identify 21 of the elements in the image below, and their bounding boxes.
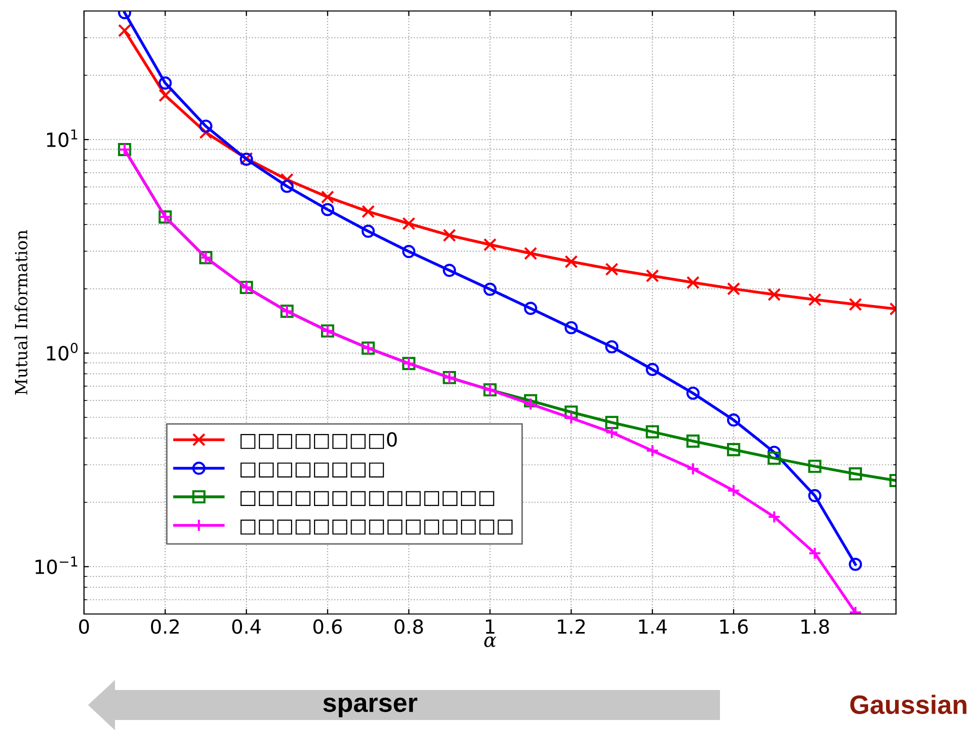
- x-tick-label: 0.6: [313, 619, 342, 634]
- legend-label: □□□□□□□□: [240, 462, 384, 478]
- x-tick-label: 0: [79, 619, 89, 634]
- y-tick-label: 10$^{1}$: [47, 129, 78, 148]
- x-tick-label: 1: [486, 619, 494, 634]
- x-tick-label: 0.2: [151, 619, 179, 634]
- y-tick-label: 10$^{−1}$: [36, 556, 78, 574]
- x-tick-label: 1.2: [558, 619, 585, 634]
- x-axis-title: α: [484, 636, 496, 648]
- x-tick-label: 1.6: [720, 619, 748, 634]
- x-tick-label: 0.4: [232, 619, 261, 634]
- x-tick-label: 0.8: [394, 619, 423, 634]
- y-axis-title: Mutual Information: [14, 230, 28, 395]
- legend-label: □□□□□□□□□□□□□□□: [240, 520, 513, 535]
- y-tick-label: 10$^{0}$: [47, 342, 78, 361]
- x-tick-label: 1.4: [639, 619, 667, 634]
- text: sparser: [323, 698, 418, 718]
- legend-label: □□□□□□□□□□□□□□: [240, 491, 494, 506]
- x-tick-label: 1.8: [801, 619, 829, 634]
- text: Gaussian: [850, 694, 966, 714]
- legend-label: □□□□□□□□0: [240, 432, 397, 449]
